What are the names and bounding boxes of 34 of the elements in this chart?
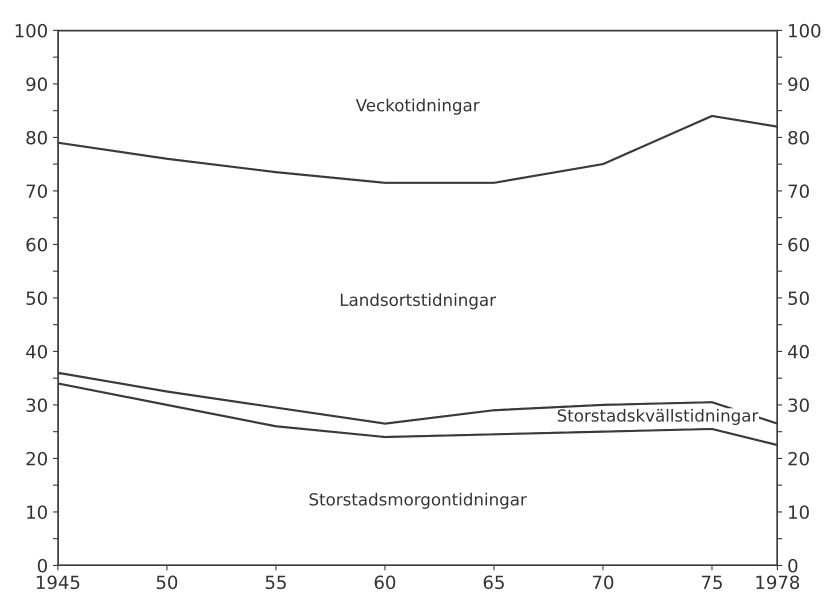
y2-tick-label: 80: [788, 130, 809, 145]
y2-tick-label: 70: [788, 184, 809, 198]
x-tick-label: 1978: [756, 575, 800, 590]
y-tick-label: 10: [27, 505, 47, 520]
y-tick-label: 60: [26, 238, 47, 252]
y2-tick-label: 100: [789, 24, 820, 38]
x-tick-label: 1945: [36, 575, 80, 590]
series-label: Landsortstidningar: [340, 293, 496, 310]
y-tick-label: 80: [26, 130, 47, 145]
y2-tick-label: 30: [788, 398, 809, 412]
y2-tick-label: 40: [788, 344, 809, 359]
y2-tick-label: 90: [788, 77, 809, 92]
series-label: Veckotidningar: [356, 98, 480, 115]
y-tick-label: 90: [26, 77, 47, 92]
y-tick-label: 30: [26, 398, 47, 412]
x-tick-label: 55: [266, 576, 286, 590]
y-tick-label: 0: [38, 558, 47, 573]
y-tick-label: 40: [26, 344, 47, 359]
x-tick-label: 50: [156, 575, 178, 590]
y-tick-label: 100: [16, 24, 47, 38]
series-label: Storstadsmorgontidningar: [310, 492, 527, 509]
y2-tick-label: 0: [788, 558, 798, 573]
y-tick-label: 70: [26, 184, 47, 198]
y2-tick-label: 50: [788, 291, 809, 306]
y2-tick-label: 60: [788, 238, 809, 252]
y-tick-label: 50: [26, 291, 47, 306]
series-label: Storstadskvällstidningar: [558, 408, 758, 426]
x-tick-label: 65: [484, 575, 504, 590]
y-tick-label: 20: [26, 452, 47, 466]
y2-tick-label: 10: [789, 505, 809, 520]
x-tick-label: 70: [592, 575, 614, 590]
x-tick-label: 75: [702, 576, 722, 590]
x-tick-label: 60: [374, 575, 396, 590]
y2-tick-label: 20: [788, 452, 809, 466]
